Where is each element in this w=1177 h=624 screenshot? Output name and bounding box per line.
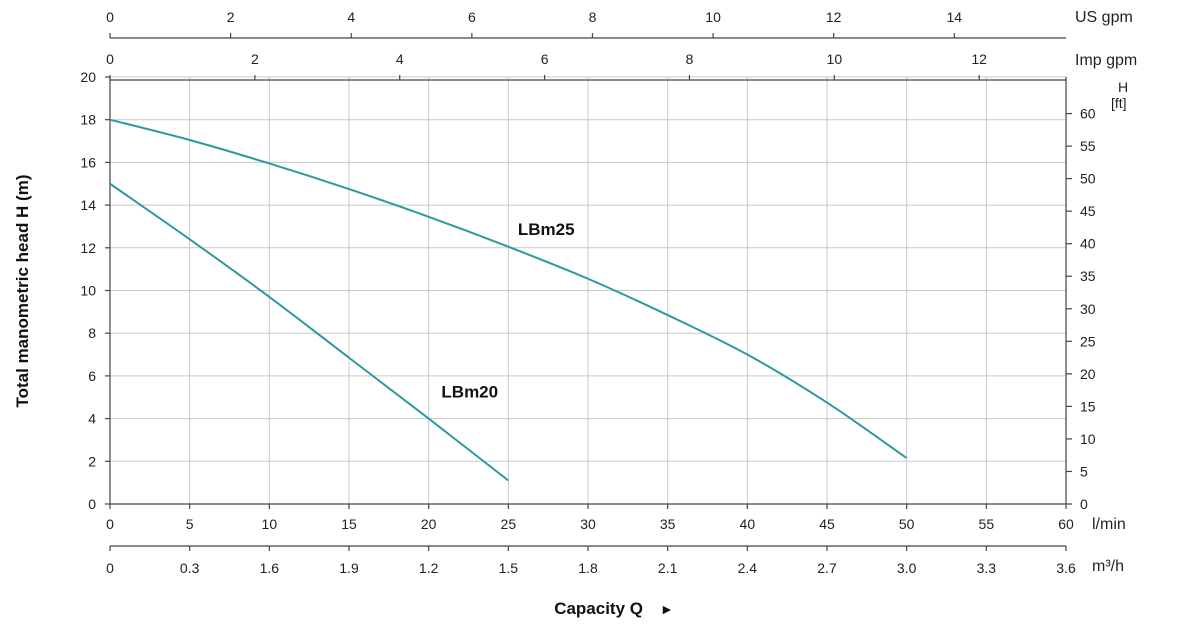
series-label-lbm20: LBm20 [441, 382, 498, 401]
axes [105, 33, 1072, 551]
m3h-tick-label: 0 [106, 560, 114, 576]
unit-us-gpm: US gpm [1075, 9, 1133, 26]
x-tick-label: 45 [819, 516, 835, 532]
imp-gpm-tick-label: 6 [541, 51, 549, 67]
us-gpm-tick-label: 6 [468, 9, 476, 25]
series-line-lbm20 [109, 182, 509, 482]
us-gpm-tick-label: 4 [347, 9, 355, 25]
ft-tick-label: 40 [1080, 236, 1096, 252]
us-gpm-tick-label: 8 [589, 9, 597, 25]
imp-gpm-tick-label: 4 [396, 51, 404, 67]
ft-tick-label: 30 [1080, 301, 1096, 317]
ft-tick-label: 55 [1080, 138, 1096, 154]
imp-gpm-tick-label: 0 [106, 51, 114, 67]
x-tick-label: 55 [979, 516, 995, 532]
y-tick-label: 18 [80, 112, 96, 128]
ft-tick-label: 0 [1080, 496, 1088, 512]
us-gpm-tick-label: 0 [106, 9, 114, 25]
ft-tick-label: 45 [1080, 203, 1096, 219]
m3h-tick-label: 2.1 [658, 560, 678, 576]
x-tick-label: 15 [341, 516, 357, 532]
ft-tick-label: 50 [1080, 171, 1096, 187]
us-gpm-tick-label: 10 [705, 9, 721, 25]
m3h-tick-label: 2.7 [817, 560, 837, 576]
x-tick-label: 50 [899, 516, 915, 532]
ft-tick-label: 5 [1080, 463, 1088, 479]
m3h-tick-label: 1.9 [339, 560, 359, 576]
unit-lmin: l/min [1092, 516, 1126, 533]
imp-gpm-tick-label: 8 [686, 51, 694, 67]
m3h-tick-label: 1.2 [419, 560, 439, 576]
imp-gpm-tick-label: 12 [971, 51, 987, 67]
y-tick-label: 8 [88, 325, 96, 341]
x-tick-label: 40 [740, 516, 756, 532]
x-tick-label: 60 [1058, 516, 1074, 532]
m3h-tick-label: 3.6 [1056, 560, 1076, 576]
series-label-lbm25: LBm25 [518, 220, 575, 239]
ft-tick-label: 25 [1080, 333, 1096, 349]
m3h-tick-label: 1.6 [260, 560, 280, 576]
y-tick-label: 6 [88, 368, 96, 384]
ft-tick-label: 60 [1080, 106, 1096, 122]
unit-imp-gpm: Imp gpm [1075, 52, 1137, 69]
y-tick-label: 12 [80, 240, 96, 256]
x-axis-title: Capacity Q [554, 599, 643, 618]
x-tick-label: 10 [262, 516, 278, 532]
us-gpm-tick-label: 12 [826, 9, 842, 25]
m3h-tick-label: 0.3 [180, 560, 200, 576]
unit-ft: [ft] [1111, 95, 1127, 111]
ft-tick-label: 10 [1080, 431, 1096, 447]
x-tick-label: 5 [186, 516, 194, 532]
x-tick-label: 20 [421, 516, 437, 532]
grid [110, 76, 1067, 504]
unit-m3h: m³/h [1092, 558, 1124, 575]
x-tick-label: 30 [580, 516, 596, 532]
m3h-tick-label: 1.5 [499, 560, 519, 576]
y-tick-label: 2 [88, 453, 96, 469]
m3h-tick-label: 2.4 [738, 560, 758, 576]
unit-h: H [1118, 79, 1128, 95]
y-tick-label: 20 [80, 69, 96, 85]
x-tick-label: 25 [501, 516, 517, 532]
us-gpm-tick-label: 2 [227, 9, 235, 25]
imp-gpm-tick-label: 2 [251, 51, 259, 67]
m3h-tick-label: 3.0 [897, 560, 917, 576]
m3h-tick-label: 3.3 [977, 560, 997, 576]
y-tick-label: 16 [80, 154, 96, 170]
us-gpm-tick-label: 14 [947, 9, 963, 25]
ft-tick-label: 20 [1080, 366, 1096, 382]
y-tick-label: 10 [80, 283, 96, 299]
imp-gpm-tick-label: 10 [827, 51, 843, 67]
series: LBm25 LBm20 [109, 118, 908, 482]
y-tick-label: 14 [80, 197, 96, 213]
series-line-lbm25 [109, 118, 908, 459]
y-axis-title: Total manometric head H (m) [13, 175, 32, 408]
m3h-tick-label: 1.8 [578, 560, 598, 576]
ft-tick-label: 35 [1080, 268, 1096, 284]
ft-tick-label: 15 [1080, 398, 1096, 414]
y-tick-label: 4 [88, 411, 96, 427]
x-tick-label: 35 [660, 516, 676, 532]
x-tick-label: 0 [106, 516, 114, 532]
y-tick-label: 0 [88, 496, 96, 512]
x-axis-arrow: ► [660, 601, 674, 617]
